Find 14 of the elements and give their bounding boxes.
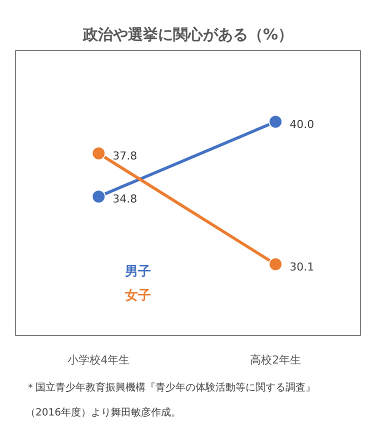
point [92,146,106,160]
point [92,190,106,204]
x-tick-label: 小学校4年生 [68,354,130,366]
data-label: 30.1 [290,260,314,274]
text: 女子 [124,288,152,304]
data-label: 34.8 [112,192,138,206]
x-tick-label: 高校2年生 [250,354,302,366]
text: 男子 [124,264,152,280]
text: ＊国立青少年教育振興機構『青少年の体験活動等に関する調査』（2016年度）より舞田敏彦作成。 [26,382,316,418]
point [268,257,283,272]
data-label: 40.0 [290,118,314,131]
chart-title: 政治や選挙に関心がある（%） [82,26,294,44]
data-label: 37.8 [112,149,138,162]
point [268,114,283,129]
